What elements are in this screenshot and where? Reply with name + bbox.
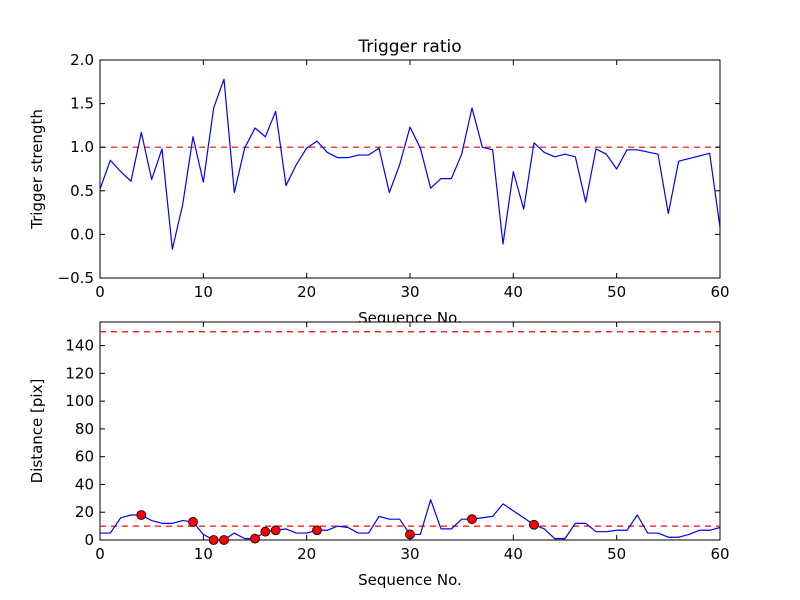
- x-axis-ticks: 0 10 20 30 40 50 60: [95, 60, 730, 301]
- x-tick-label: 40: [504, 545, 523, 563]
- plot-area-frame: [99, 59, 721, 279]
- y-tick-label: 40: [75, 475, 94, 493]
- x-tick-label: 60: [710, 283, 729, 301]
- y-tick-label: 0.5: [70, 182, 94, 200]
- y-tick-label: 1.5: [70, 95, 94, 113]
- x-tick-label: 60: [710, 545, 729, 563]
- x-tick-label: 10: [194, 283, 213, 301]
- series-group: [99, 78, 721, 250]
- reference-lines: [100, 331, 720, 527]
- y-tick-label: 100: [65, 392, 94, 410]
- x-axis-label: Sequence No.: [358, 571, 462, 589]
- y-tick-label: 1.0: [70, 138, 94, 156]
- y-tick-label: 0: [84, 531, 94, 549]
- y-tick-label: 60: [75, 448, 94, 466]
- y-axis-label: Distance [pix]: [28, 379, 46, 484]
- y-axis-label: Trigger strength: [28, 109, 46, 230]
- data-point-marker: [250, 533, 260, 544]
- x-tick-label: 0: [95, 545, 105, 563]
- data-point-marker: [136, 510, 147, 520]
- y-tick-label: 20: [75, 503, 94, 521]
- series-group: [100, 499, 721, 545]
- plot-area-frame: [99, 321, 721, 541]
- y-tick-label: 120: [65, 364, 94, 382]
- data-point-marker: [260, 526, 271, 537]
- x-tick-label: 30: [400, 283, 419, 301]
- y-axis-ticks: 0 20 40 60 80 100 120 140: [65, 337, 720, 549]
- series-line: [99, 78, 721, 250]
- x-tick-label: 50: [607, 545, 626, 563]
- x-tick-label: 0: [95, 283, 105, 301]
- y-axis-ticks: −0.5 0.0 0.5 1.0 1.5 2.0: [58, 51, 720, 287]
- data-point-marker: [219, 535, 229, 545]
- data-point-marker: [312, 525, 322, 536]
- x-tick-label: 20: [297, 283, 316, 301]
- data-point-marker: [467, 514, 477, 525]
- data-point-marker: [208, 535, 219, 545]
- x-tick-label: 30: [400, 545, 419, 563]
- x-tick-label: 40: [504, 283, 523, 301]
- trigger-ratio-subplot: 0 10 20 30 40 50 60 −0.5 0.0 0.5 1.0 1.5 2.0 Trigge…: [28, 37, 730, 327]
- y-tick-label: 0.0: [70, 225, 94, 243]
- x-axis-ticks: 0 10 20 30 40 50 60: [95, 322, 730, 563]
- x-tick-label: 20: [297, 545, 316, 563]
- y-tick-label: 80: [75, 420, 94, 438]
- y-tick-label: 2.0: [70, 51, 94, 69]
- y-tick-label: −0.5: [58, 269, 94, 287]
- data-point-marker: [529, 519, 539, 530]
- x-tick-label: 50: [607, 283, 626, 301]
- x-tick-label: 10: [194, 545, 213, 563]
- data-point-marker: [270, 525, 281, 536]
- distance-subplot: 0 10 20 30 40 50 60 0 20 40 60 80 100 120 140 Sequenc…: [28, 321, 730, 589]
- y-tick-label: 140: [65, 337, 94, 355]
- data-point-marker: [188, 517, 198, 527]
- chart-title: Trigger ratio: [357, 37, 461, 57]
